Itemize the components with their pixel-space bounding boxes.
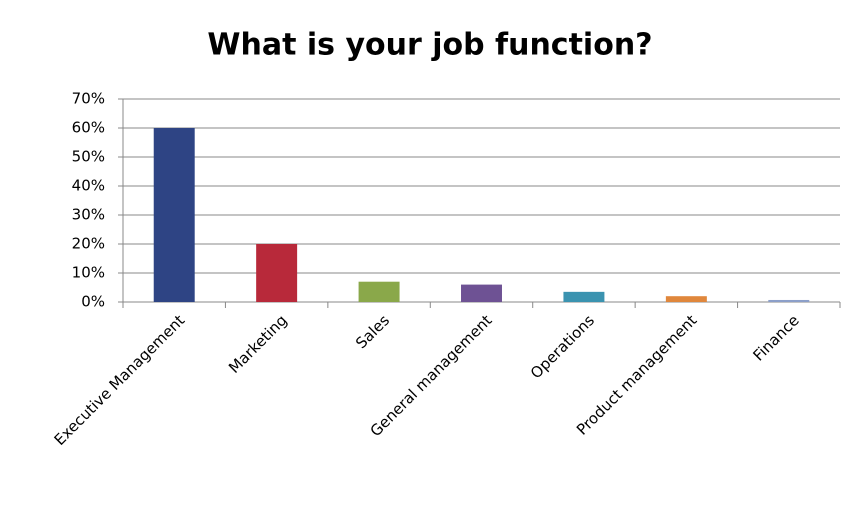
y-tick-label: 60% — [72, 119, 105, 137]
y-tick-label: 20% — [72, 235, 105, 253]
x-tick-label: Marketing — [225, 311, 291, 377]
x-tick-label: Sales — [352, 311, 393, 352]
bar — [358, 281, 400, 302]
bar — [665, 296, 707, 302]
bar — [563, 291, 605, 302]
bar — [153, 128, 195, 302]
x-tick-label: Finance — [749, 311, 802, 364]
bar — [768, 299, 810, 302]
y-tick-label: 40% — [72, 177, 105, 195]
y-tick-label: 10% — [72, 264, 105, 282]
x-tick-label: Executive Management — [51, 311, 189, 449]
y-tick-label: 0% — [81, 293, 105, 311]
x-tick-label: Operations — [527, 311, 598, 382]
y-tick-label: 50% — [72, 148, 105, 166]
x-tick-label: Product management — [573, 311, 701, 439]
y-tick-label: 70% — [72, 90, 105, 108]
bar — [256, 244, 298, 302]
chart-title: What is your job function? — [207, 28, 652, 63]
y-tick-label: 30% — [72, 206, 105, 224]
bar — [461, 284, 502, 302]
